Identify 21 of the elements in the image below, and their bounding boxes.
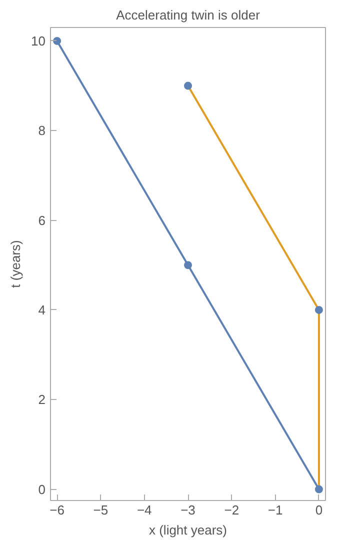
x-tick-label: −3: [180, 502, 196, 518]
point: [184, 261, 192, 270]
x-tick-label: 0: [315, 502, 323, 518]
y-tick-label: 10: [31, 33, 46, 48]
point: [53, 36, 62, 45]
chart-title: Accelerating twin is older: [116, 8, 261, 22]
point: [184, 82, 192, 90]
y-tick-label: 6: [38, 212, 46, 228]
x-axis-title: x (light years): [148, 522, 228, 538]
y-tick-label: 0: [38, 482, 46, 497]
y-axis-title: t (years): [8, 240, 24, 288]
x-tick-label: −2: [224, 502, 240, 518]
x-tick-label: −4: [136, 502, 152, 518]
y-tick-label: 4: [38, 302, 46, 318]
x-tick-label: −1: [268, 502, 283, 518]
point: [314, 306, 323, 314]
point: [314, 485, 323, 494]
x-tick-label: −5: [93, 502, 108, 518]
y-tick-label: 2: [38, 392, 46, 408]
x-tick-label: −6: [50, 502, 64, 518]
y-tick-label: 8: [38, 123, 46, 138]
